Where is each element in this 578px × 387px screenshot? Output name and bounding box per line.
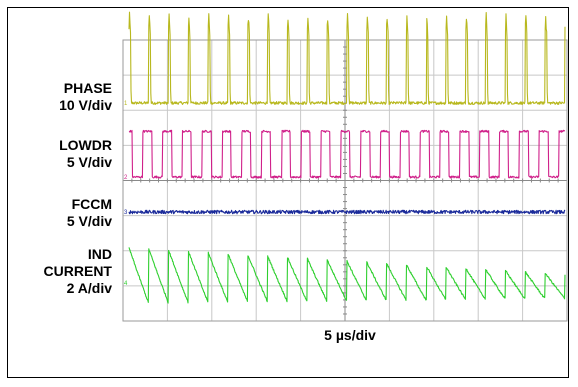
fccm-label: FCCM 5 V/div xyxy=(66,196,112,229)
channel-marker: 2 xyxy=(124,175,128,181)
ind-current-label: IND CURRENT 2 A/div xyxy=(43,246,112,296)
channel-marker: 1 xyxy=(124,101,128,107)
trace-fccm xyxy=(128,209,566,215)
timebase-label: 5 µs/div xyxy=(324,327,376,343)
channel-marker: 4 xyxy=(124,281,128,287)
trace-ind-current xyxy=(128,247,566,304)
figure-frame xyxy=(7,7,569,378)
lowdr-label: LOWDR 5 V/div xyxy=(59,137,112,170)
plot-border xyxy=(122,39,568,322)
phase-label: PHASE 10 V/div xyxy=(59,80,112,113)
trace-lowdr xyxy=(128,129,566,179)
channel-marker: 3 xyxy=(124,210,128,216)
trace-phase xyxy=(128,11,566,105)
